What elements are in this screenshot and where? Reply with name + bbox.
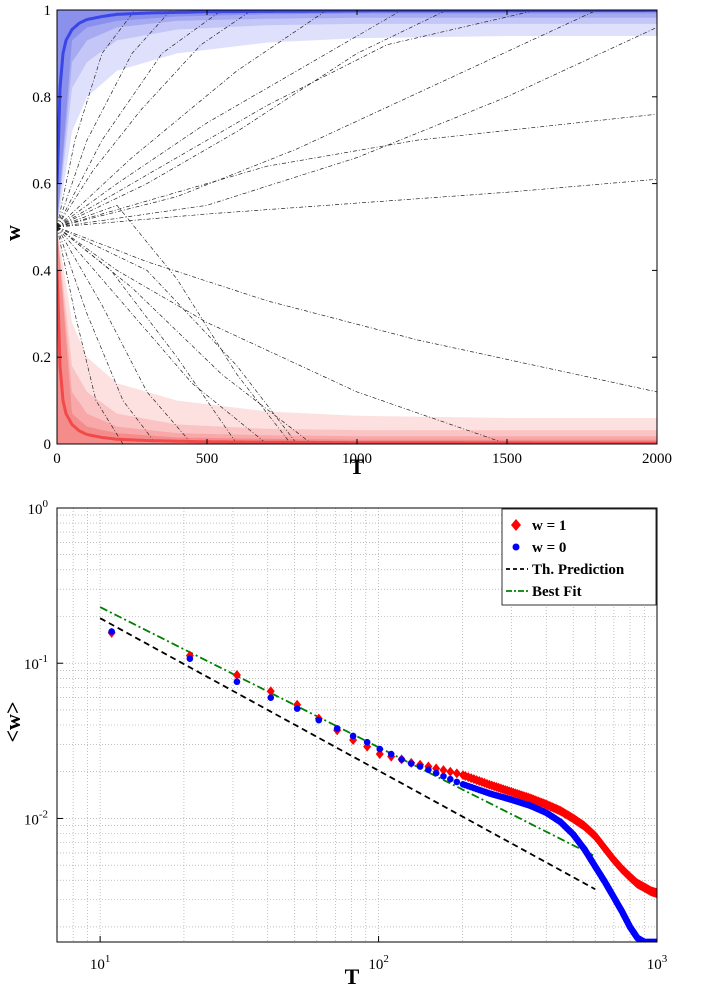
th-prediction-line: [99, 617, 596, 891]
top-x-tick-label: 2000: [642, 451, 672, 467]
trajectory-line: [57, 178, 657, 228]
bottom-fit-lines: [99, 606, 596, 891]
data-point-w0: [432, 769, 440, 777]
top-y-tick-label: 1: [44, 3, 52, 19]
data-point-w1: [266, 686, 275, 697]
trajectory-line: [57, 226, 268, 444]
bottom-x-axis-label: T: [345, 964, 360, 988]
data-point-w0: [453, 778, 461, 786]
top-y-tick-label: 0.6: [32, 177, 51, 193]
trajectory-line: [57, 10, 172, 228]
data-point-w0: [186, 655, 194, 662]
data-point-w0: [407, 760, 415, 767]
data-point-w1: [452, 768, 461, 779]
top-x-tick-label: 1000: [342, 451, 372, 467]
trajectory-line: [57, 226, 238, 444]
top-trajectories: [57, 10, 657, 444]
data-point-w0: [349, 732, 357, 740]
bottom-axes-frame: [56, 507, 658, 943]
top-ticks: 0 500 1000 1500 2000 0 0.2 0.4 0.6 0.8 1: [32, 3, 672, 467]
legend: w = 1 w = 0 Th. Prediction Best Fit: [501, 508, 657, 606]
trajectory-line: [57, 27, 657, 228]
legend-box: [501, 508, 657, 606]
data-point-w0: [233, 678, 241, 686]
trajectory-line: [57, 10, 253, 228]
bottom-chart: 101 102 103 100 10-1 10-2 T <w> w = 1 w = 0 Th.…: [0, 498, 668, 988]
data-point-w0: [293, 705, 301, 712]
bottom-data-points: [107, 627, 657, 942]
top-bands: [57, 10, 657, 444]
bottom-x-tick-label: 102: [368, 953, 389, 973]
top-y-tick-label: 0.4: [32, 263, 51, 279]
legend-label: w = 0: [532, 540, 566, 556]
bottom-y-axis-label: <w>: [0, 702, 25, 743]
top-plot-area: [57, 10, 657, 444]
bottom-y-tick-label: 10-1: [24, 653, 48, 673]
legend-label: w = 1: [532, 518, 566, 534]
trajectory-line: [57, 10, 136, 228]
legend-label: Th. Prediction: [532, 562, 625, 578]
data-point-w0: [315, 716, 323, 724]
top-x-tick-label: 500: [196, 451, 219, 467]
bottom-ticks: 101 102 103 100 10-1 10-2: [24, 498, 668, 973]
top-x-tick-label: 1500: [492, 451, 522, 467]
lower-confidence-band: [57, 227, 657, 444]
top-x-axis-label: T: [350, 454, 365, 479]
data-point-w0: [653, 938, 657, 942]
data-point-w1: [653, 888, 657, 899]
top-y-tick-label: 0.2: [32, 350, 51, 366]
top-x-tick-label: 0: [53, 451, 61, 467]
data-point-w1: [232, 669, 241, 680]
top-chart: 0 500 1000 1500 2000 0 0.2 0.4 0.6 0.8 1 T w: [0, 3, 672, 479]
trajectory-line: [57, 226, 508, 444]
trajectory-line: [57, 10, 328, 228]
data-point-w0: [440, 772, 447, 780]
data-point-w1: [446, 766, 455, 777]
data-point-w0: [108, 628, 115, 635]
trajectory-line: [57, 10, 538, 228]
trajectory-line: [57, 10, 403, 228]
trajectory-line: [57, 226, 657, 393]
trajectory-line: [57, 226, 193, 444]
trajectory-line: [57, 205, 292, 444]
trajectory-line: [57, 226, 157, 444]
upper-confidence-band: [57, 10, 657, 227]
data-point-w0: [387, 750, 395, 758]
legend-label: Best Fit: [532, 584, 582, 600]
data-point-w0: [425, 766, 432, 774]
legend-marker-circle: [512, 543, 520, 551]
best-fit-line: [99, 606, 596, 858]
legend-marker-diamond: [511, 519, 521, 531]
data-point-w0: [447, 775, 454, 783]
trajectory-line: [57, 226, 298, 444]
data-point-w0: [267, 694, 275, 701]
data-point-w0: [333, 725, 341, 732]
trajectory-line: [57, 10, 598, 228]
data-point-w1: [439, 765, 448, 776]
top-y-tick-label: 0: [44, 437, 52, 453]
data-point-w0: [376, 745, 384, 753]
data-point-w0: [398, 756, 405, 763]
bottom-y-tick-label: 10-2: [24, 808, 48, 828]
trajectory-line: [57, 10, 223, 228]
bottom-x-tick-label: 103: [647, 953, 668, 973]
trajectory-line: [57, 10, 448, 228]
bottom-x-tick-label: 101: [90, 953, 111, 973]
top-y-tick-label: 0.8: [32, 90, 51, 106]
trajectory-line: [57, 226, 124, 444]
data-point-w0: [363, 738, 371, 746]
top-y-axis-label: w: [0, 225, 25, 241]
data-point-w0: [416, 763, 424, 770]
bottom-y-tick-label: 100: [28, 498, 49, 518]
